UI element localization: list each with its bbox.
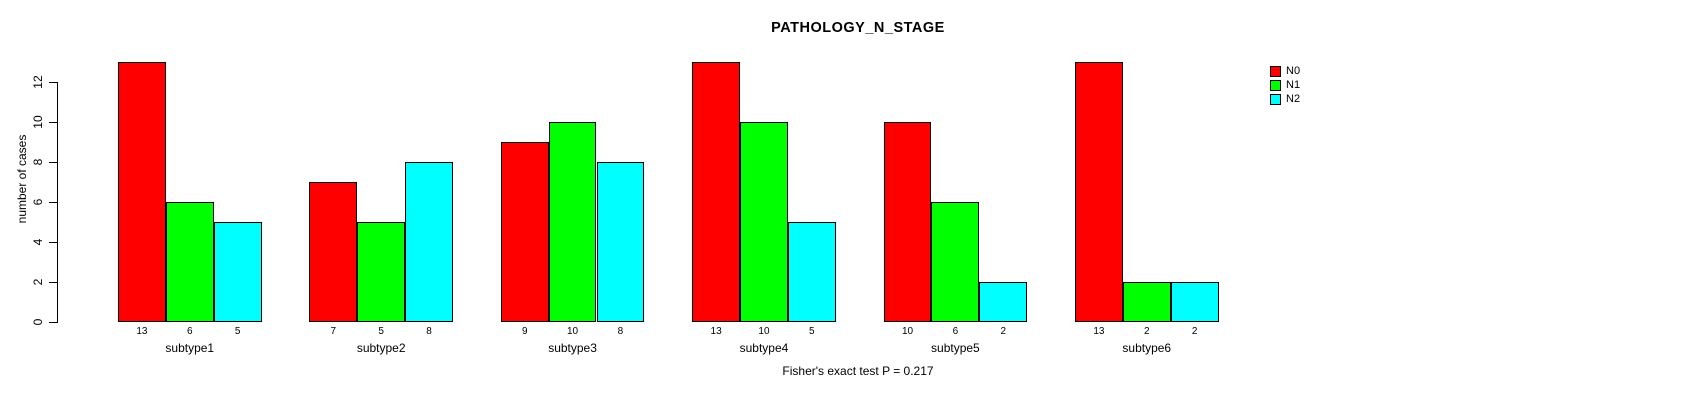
y-tick-label: 0: [31, 318, 45, 326]
bar-value-label: 10: [901, 326, 914, 337]
y-tick-label: 6: [31, 198, 45, 206]
bar-N1-subtype3: [548, 122, 597, 322]
bar-value-label: 2: [1191, 326, 1198, 337]
bar-N2-subtype6: [1170, 282, 1219, 322]
legend-label-N1: N1: [1286, 79, 1301, 91]
category-label-subtype1: subtype1: [165, 341, 215, 355]
bar-value-label: 10: [758, 326, 770, 337]
category-label-subtype4: subtype4: [739, 341, 789, 355]
y-tick-label: 12: [31, 75, 45, 89]
bar-N2-subtype2: [405, 162, 453, 322]
legend-row-N1: N1: [1270, 78, 1300, 92]
legend: N0 N1 N2: [1270, 64, 1300, 106]
y-tick-mark: [49, 162, 57, 163]
bar-value-label: 9: [521, 326, 528, 337]
bar-N2-subtype1: [213, 222, 262, 322]
category-label-subtype6: subtype6: [1122, 341, 1172, 355]
y-tick-mark: [49, 82, 57, 83]
bar-value-label: 7: [330, 326, 337, 337]
bar-N1-subtype1: [165, 202, 214, 322]
y-tick-label: 2: [31, 278, 45, 286]
bar-N0-subtype1: [118, 62, 166, 322]
y-tick-mark: [49, 242, 57, 243]
bar-value-label: 13: [136, 326, 148, 337]
y-tick-mark: [49, 282, 57, 283]
bar-value-label: 13: [1093, 326, 1105, 337]
bar-value-label: 5: [378, 326, 384, 337]
bar-value-label: 8: [426, 326, 432, 337]
chart-title: PATHOLOGY_N_STAGE: [771, 20, 945, 36]
bar-value-label: 5: [234, 326, 241, 337]
y-tick-label: 8: [31, 158, 45, 166]
legend-row-N2: N2: [1270, 92, 1300, 106]
bar-N0-subtype5: [883, 122, 932, 322]
bar-N0-subtype6: [1075, 62, 1123, 322]
bar-value-label: 8: [617, 326, 624, 337]
bar-N2-subtype5: [979, 282, 1028, 322]
legend-swatch-N2: [1270, 93, 1281, 105]
bar-N1-subtype6: [1122, 282, 1171, 322]
bar-N0-subtype3: [500, 142, 549, 322]
y-tick-mark: [49, 202, 57, 203]
annotation-text: Fisher's exact test P = 0.217: [782, 364, 934, 378]
y-tick-mark: [49, 122, 57, 123]
legend-swatch-N0: [1270, 65, 1281, 77]
bar-value-label: 5: [809, 326, 815, 337]
bar-N0-subtype2: [309, 182, 358, 322]
bar-value-label: 2: [1143, 326, 1150, 337]
y-tick-label: 10: [31, 115, 45, 129]
category-label-subtype3: subtype3: [548, 341, 597, 355]
bar-N1-subtype2: [357, 222, 406, 322]
legend-swatch-N1: [1270, 79, 1281, 91]
legend-label-N2: N2: [1286, 93, 1301, 105]
bar-value-label: 2: [1000, 326, 1006, 337]
bar-N1-subtype4: [740, 122, 788, 322]
bar-N2-subtype4: [787, 222, 836, 322]
category-label-subtype2: subtype2: [356, 341, 406, 355]
y-tick-mark: [49, 322, 57, 323]
bar-value-label: 10: [567, 326, 579, 337]
legend-row-N0: N0: [1270, 64, 1300, 78]
y-tick-label: 4: [31, 238, 45, 246]
bar-value-label: 6: [186, 326, 193, 337]
bar-value-label: 13: [710, 326, 722, 337]
bar-N2-subtype3: [596, 162, 645, 322]
category-label-subtype5: subtype5: [931, 341, 980, 355]
legend-label-N0: N0: [1286, 65, 1301, 77]
bar-N0-subtype4: [692, 62, 741, 322]
bar-value-label: 6: [952, 326, 959, 337]
bar-N1-subtype5: [931, 202, 980, 322]
y-axis-line: [57, 82, 58, 323]
y-axis-title: number of cases: [15, 134, 29, 224]
